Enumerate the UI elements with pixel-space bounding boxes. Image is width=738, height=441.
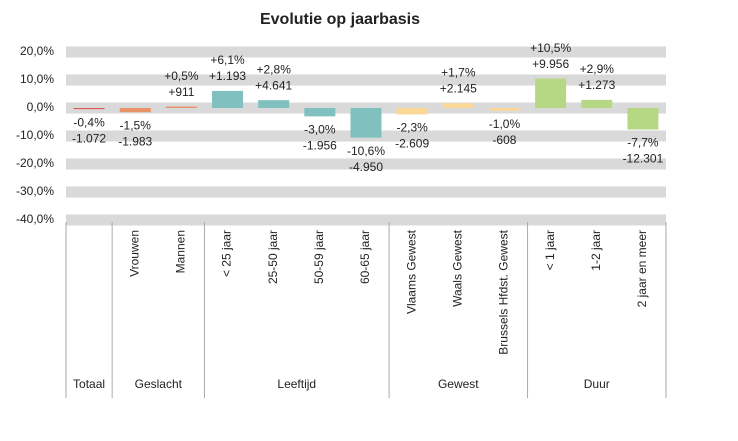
count-label: -2.609: [395, 137, 429, 151]
value-label: +2,8%: [257, 62, 292, 76]
x-tick-label: < 1 jaar: [543, 230, 557, 270]
group-label: Gewest: [438, 377, 479, 391]
grid-band: [66, 214, 666, 226]
y-tick-label: 20,0%: [20, 44, 54, 58]
x-tick-label: 25-50 jaar: [266, 230, 280, 284]
bar: [304, 108, 336, 117]
value-label: -10,6%: [347, 144, 385, 158]
count-label: -1.956: [303, 139, 337, 153]
count-label: -1.983: [118, 134, 152, 148]
bar: [627, 108, 659, 130]
x-tick-label: 2 jaar en meer: [635, 230, 649, 307]
bar: [488, 108, 520, 111]
grid-band: [66, 186, 666, 198]
bar: [119, 108, 151, 113]
x-tick-label: Vrouwen: [127, 230, 141, 277]
value-label: -7,7%: [627, 136, 659, 150]
value-label: -0,4%: [73, 115, 105, 129]
bar: [258, 100, 290, 108]
bar: [442, 103, 474, 108]
count-label: +1.273: [578, 78, 615, 92]
bar: [212, 90, 244, 108]
group-label: Totaal: [73, 377, 105, 391]
count-label: +2.145: [440, 81, 477, 95]
count-label: -1.072: [72, 131, 106, 145]
x-tick-label: 1-2 jaar: [589, 230, 603, 271]
count-label: +9.956: [532, 57, 569, 71]
group-label: Leeftijd: [277, 377, 316, 391]
y-tick-label: -30,0%: [16, 184, 54, 198]
value-label: -3,0%: [304, 123, 336, 137]
chart-title: Evolutie op jaarbasis: [260, 11, 420, 28]
x-tick-label: Waals Gewest: [450, 229, 464, 307]
group-label: Geslacht: [135, 377, 183, 391]
x-tick-label: 60-65 jaar: [358, 230, 372, 284]
bar: [396, 108, 428, 115]
bar: [581, 99, 613, 108]
grid-band: [66, 158, 666, 170]
value-label: +1,7%: [441, 65, 476, 79]
count-label: -608: [492, 133, 516, 147]
x-tick-label: Brussels Hfdst. Gewest: [497, 229, 511, 354]
count-label: +911: [168, 85, 194, 99]
value-label: +10,5%: [530, 41, 571, 55]
y-tick-label: 10,0%: [20, 72, 54, 86]
bar: [165, 106, 197, 108]
group-label: Duur: [584, 377, 610, 391]
bar: [350, 108, 382, 138]
value-label: -2,3%: [396, 121, 428, 135]
bar: [73, 108, 105, 110]
value-label: +0,5%: [164, 69, 199, 83]
y-tick-label: -20,0%: [16, 156, 54, 170]
count-label: -4.950: [349, 160, 383, 174]
bar: [535, 78, 567, 108]
value-label: -1,5%: [120, 118, 152, 132]
x-tick-label: Mannen: [174, 230, 188, 273]
x-tick-label: Vlaams Gewest: [404, 229, 418, 314]
x-tick-label: 50-59 jaar: [312, 230, 326, 284]
x-tick-label: < 25 jaar: [220, 230, 234, 277]
count-label: +4.641: [255, 78, 292, 92]
value-label: -1,0%: [489, 117, 521, 131]
value-label: +6,1%: [210, 53, 245, 67]
count-label: -12.301: [623, 152, 664, 166]
count-label: +1.193: [209, 69, 246, 83]
grid-band: [66, 74, 666, 86]
y-tick-label: -40,0%: [16, 212, 54, 226]
value-label: +2,9%: [580, 62, 615, 76]
y-tick-label: -10,0%: [16, 128, 54, 142]
grid-band: [66, 46, 666, 58]
y-tick-label: 0,0%: [27, 100, 55, 114]
